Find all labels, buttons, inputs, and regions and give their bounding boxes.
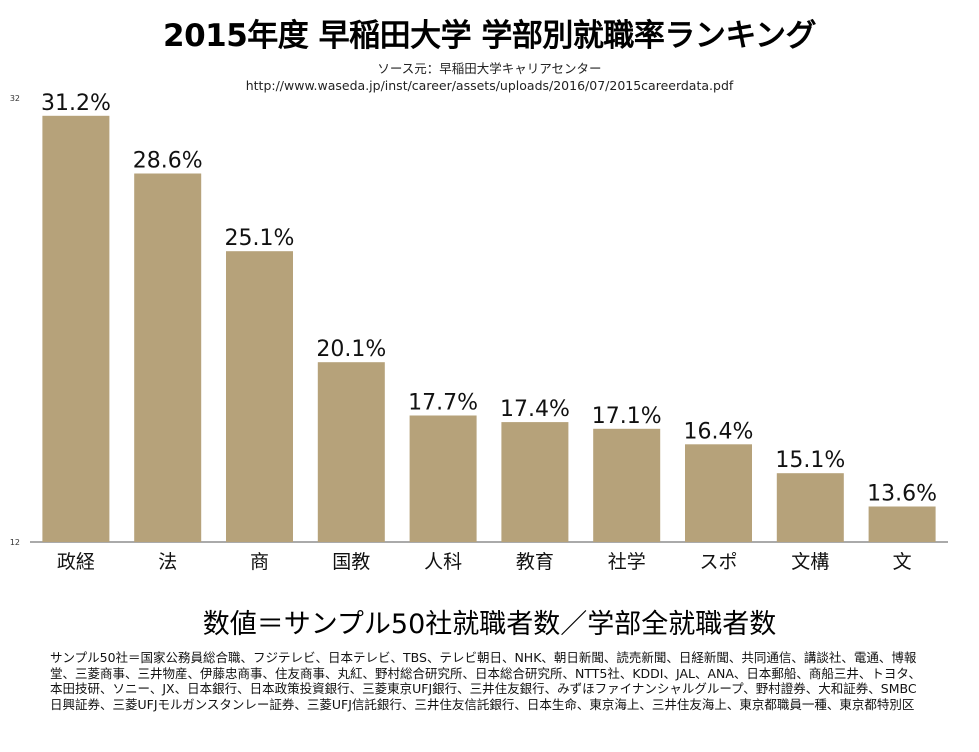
category-label: 文 (893, 551, 912, 573)
data-label: 15.1% (775, 448, 845, 473)
category-label: 教育 (516, 551, 554, 573)
y-tick-label: 32 (10, 94, 20, 103)
bar (593, 428, 661, 542)
source-label: ソース元：早稲田大学キャリアセンター (377, 61, 602, 76)
data-label: 17.1% (592, 404, 662, 429)
data-label: 16.4% (684, 419, 754, 444)
category-label: 社学 (608, 551, 646, 573)
data-label: 20.1% (316, 337, 386, 362)
data-label: 25.1% (225, 226, 295, 251)
chart-title: 2015年度 早稲田大学 学部別就職率ランキング (163, 18, 816, 54)
formula-text: 数値＝サンプル50社就職者数／学部全就職者数 (202, 609, 777, 640)
category-label: 人科 (424, 551, 462, 573)
bar (501, 422, 569, 542)
source-url: http://www.waseda.jp/inst/career/assets/… (245, 78, 734, 93)
category-label: 国教 (332, 551, 370, 573)
bar (42, 115, 110, 543)
bar (409, 415, 477, 542)
bar (226, 251, 293, 542)
bar (868, 506, 936, 542)
data-label: 17.7% (408, 391, 478, 416)
category-label: 政経 (57, 551, 95, 573)
sample-companies-note: サンプル50社＝国家公務員総合職、フジテレビ、日本テレビ、TBS、テレビ朝日、N… (50, 650, 922, 712)
source-block: ソース元：早稲田大学キャリアセンター http://www.waseda.jp/… (0, 60, 979, 94)
bar-chart: 12 32 31.2% 政経 28.6% 法 25.1% 商 20.1% 国教 17.7% 人科 17… (10, 91, 948, 573)
data-label: 17.4% (500, 397, 570, 422)
bar (776, 473, 844, 542)
bar (317, 362, 385, 542)
data-label: 28.6% (133, 149, 203, 174)
category-label: スポ (699, 551, 737, 573)
data-label: 13.6% (867, 482, 937, 507)
category-label: 法 (158, 551, 177, 573)
y-tick-label: 12 (10, 538, 20, 547)
category-label: 商 (250, 551, 269, 573)
bar (134, 173, 202, 542)
data-label: 31.2% (41, 91, 111, 116)
category-label: 文構 (791, 551, 829, 573)
bar (685, 444, 752, 542)
